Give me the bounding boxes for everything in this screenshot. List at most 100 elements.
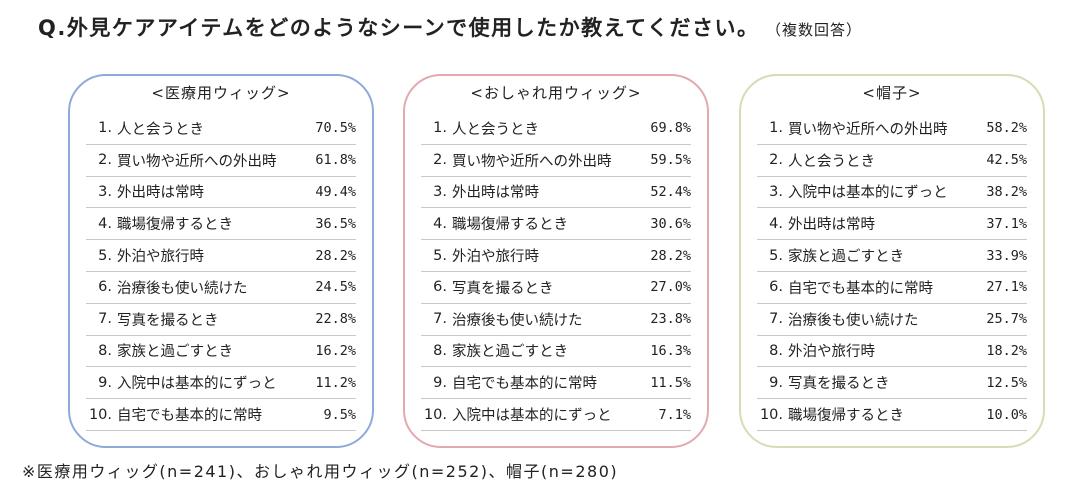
list-item: 6. 自宅でも基本的に常時 27.1% <box>757 272 1027 304</box>
percentage-value: 23.8% <box>650 311 691 328</box>
rank-number: 3. <box>98 183 112 200</box>
scene-label: 外出時は常時 <box>452 185 539 202</box>
percentage-value: 27.1% <box>986 279 1027 296</box>
scene-label: 写真を撮るとき <box>788 376 890 393</box>
list-item: 8. 家族と過ごすとき 16.2% <box>86 336 356 368</box>
scene-label: 外泊や旅行時 <box>788 344 875 361</box>
rank-number: 6. <box>98 279 112 296</box>
percentage-value: 10.0% <box>986 406 1027 423</box>
scene-label: 写真を撮るとき <box>452 280 554 297</box>
list-item: 6. 治療後も使い続けた 24.5% <box>86 272 356 304</box>
rank-number: 5. <box>769 247 783 264</box>
percentage-value: 18.2% <box>986 342 1027 359</box>
rank-number: 7. <box>769 311 783 328</box>
rank-number: 1. <box>769 120 783 137</box>
rank-number: 3. <box>769 183 783 200</box>
scene-label: 外出時は常時 <box>117 185 204 202</box>
scene-label: 入院中は基本的にずっと <box>117 376 277 393</box>
list-item: 1. 人と会うとき 70.5% <box>86 113 356 145</box>
list-item: 10. 職場復帰するとき 10.0% <box>757 399 1027 431</box>
question-text: Q.外見ケアアイテムをどのようなシーンで使用したか教えてください。 <box>38 16 760 40</box>
list-item: 9. 入院中は基本的にずっと 11.2% <box>86 367 356 400</box>
list-item: 3. 入院中は基本的にずっと 38.2% <box>757 177 1027 209</box>
percentage-value: 42.5% <box>986 152 1027 169</box>
scene-label: 治療後も使い続けた <box>117 280 248 297</box>
rank-number: 7. <box>98 311 112 328</box>
percentage-value: 52.4% <box>650 183 691 200</box>
list-item: 7. 治療後も使い続けた 23.8% <box>421 304 691 336</box>
percentage-value: 59.5% <box>650 152 691 169</box>
scene-label: 人と会うとき <box>452 121 539 138</box>
rank-number: 4. <box>433 215 447 232</box>
list-item: 7. 治療後も使い続けた 25.7% <box>757 304 1027 336</box>
rank-number: 10. <box>88 406 112 423</box>
panel-medical-wig: <医療用ウィッグ> 1. 人と会うとき 70.5% 2. 買い物や近所への外出時 61.… <box>68 74 374 448</box>
percentage-value: 58.2% <box>986 120 1027 137</box>
rank-number: 9. <box>433 374 447 391</box>
percentage-value: 11.5% <box>650 374 691 391</box>
scene-label: 人と会うとき <box>788 153 875 170</box>
list-item: 3. 外出時は常時 52.4% <box>421 177 691 209</box>
rank-number: 1. <box>98 120 112 137</box>
list-item: 8. 家族と過ごすとき 16.3% <box>421 336 691 368</box>
list-item: 10. 自宅でも基本的に常時 9.5% <box>86 399 356 431</box>
percentage-value: 69.8% <box>650 120 691 137</box>
percentage-value: 37.1% <box>986 215 1027 232</box>
list-item: 2. 人と会うとき 42.5% <box>757 145 1027 177</box>
percentage-value: 70.5% <box>315 120 356 137</box>
percentage-value: 16.3% <box>650 342 691 359</box>
list-item: 9. 自宅でも基本的に常時 11.5% <box>421 367 691 400</box>
rank-number: 7. <box>433 311 447 328</box>
list-item: 6. 写真を撮るとき 27.0% <box>421 272 691 304</box>
scene-label: 入院中は基本的にずっと <box>788 185 948 202</box>
percentage-value: 28.2% <box>650 247 691 264</box>
percentage-value: 12.5% <box>986 374 1027 391</box>
rank-number: 6. <box>769 279 783 296</box>
scene-label: 入院中は基本的にずっと <box>452 408 612 425</box>
panel-heading: <帽子> <box>862 84 922 102</box>
percentage-value: 36.5% <box>315 215 356 232</box>
percentage-value: 9.5% <box>323 406 356 423</box>
scene-label: 写真を撮るとき <box>117 312 219 329</box>
list-item: 1. 人と会うとき 69.8% <box>421 113 691 145</box>
scene-label: 職場復帰するとき <box>117 217 233 234</box>
list-item: 4. 職場復帰するとき 30.6% <box>421 208 691 241</box>
rank-number: 2. <box>769 152 783 169</box>
list-item: 5. 家族と過ごすとき 33.9% <box>757 240 1027 272</box>
rank-number: 5. <box>433 247 447 264</box>
list-item: 10. 入院中は基本的にずっと 7.1% <box>421 399 691 431</box>
panel-heading: <医療用ウィッグ> <box>151 84 291 102</box>
percentage-value: 24.5% <box>315 279 356 296</box>
panel-fashion-wig: <おしゃれ用ウィッグ> 1. 人と会うとき 69.8% 2. 買い物や近所への外出時 5… <box>403 74 709 448</box>
ranking-list: 1. 人と会うとき 70.5% 2. 買い物や近所への外出時 61.8% 3. 外出時は常… <box>86 113 356 431</box>
scene-label: 家族と過ごすとき <box>788 249 905 266</box>
scene-label: 人と会うとき <box>117 121 204 138</box>
list-item: 3. 外出時は常時 49.4% <box>86 177 356 209</box>
scene-label: 治療後も使い続けた <box>452 312 583 329</box>
scene-label: 治療後も使い続けた <box>788 312 919 329</box>
scene-label: 外泊や旅行時 <box>452 249 539 266</box>
panel-hat: <帽子> 1. 買い物や近所への外出時 58.2% 2. 人と会うとき 42.5% 3.… <box>739 74 1045 448</box>
scene-label: 買い物や近所への外出時 <box>788 121 948 138</box>
scene-label: 家族と過ごすとき <box>117 344 234 361</box>
list-item: 5. 外泊や旅行時 28.2% <box>86 240 356 272</box>
scene-label: 買い物や近所への外出時 <box>452 153 612 170</box>
ranking-list: 1. 買い物や近所への外出時 58.2% 2. 人と会うとき 42.5% 3. 入院中は基… <box>757 113 1027 431</box>
page-title: Q.外見ケアアイテムをどのようなシーンで使用したか教えてください。 （複数回答） <box>38 12 862 42</box>
list-item: 4. 外出時は常時 37.1% <box>757 208 1027 241</box>
rank-number: 4. <box>769 215 783 232</box>
multiple-answer-note: （複数回答） <box>773 21 863 39</box>
rank-number: 8. <box>433 342 447 359</box>
percentage-value: 27.0% <box>650 279 691 296</box>
panel-heading: <おしゃれ用ウィッグ> <box>470 84 642 102</box>
rank-number: 10. <box>759 406 783 423</box>
rank-number: 9. <box>769 374 783 391</box>
percentage-value: 11.2% <box>315 374 356 391</box>
list-item: 2. 買い物や近所への外出時 59.5% <box>421 145 691 177</box>
list-item: 4. 職場復帰するとき 36.5% <box>86 208 356 241</box>
ranking-list: 1. 人と会うとき 69.8% 2. 買い物や近所への外出時 59.5% 3. 外出時は常… <box>421 113 691 431</box>
list-item: 8. 外泊や旅行時 18.2% <box>757 336 1027 368</box>
percentage-value: 49.4% <box>315 183 356 200</box>
percentage-value: 25.7% <box>986 311 1027 328</box>
rank-number: 10. <box>423 406 447 423</box>
